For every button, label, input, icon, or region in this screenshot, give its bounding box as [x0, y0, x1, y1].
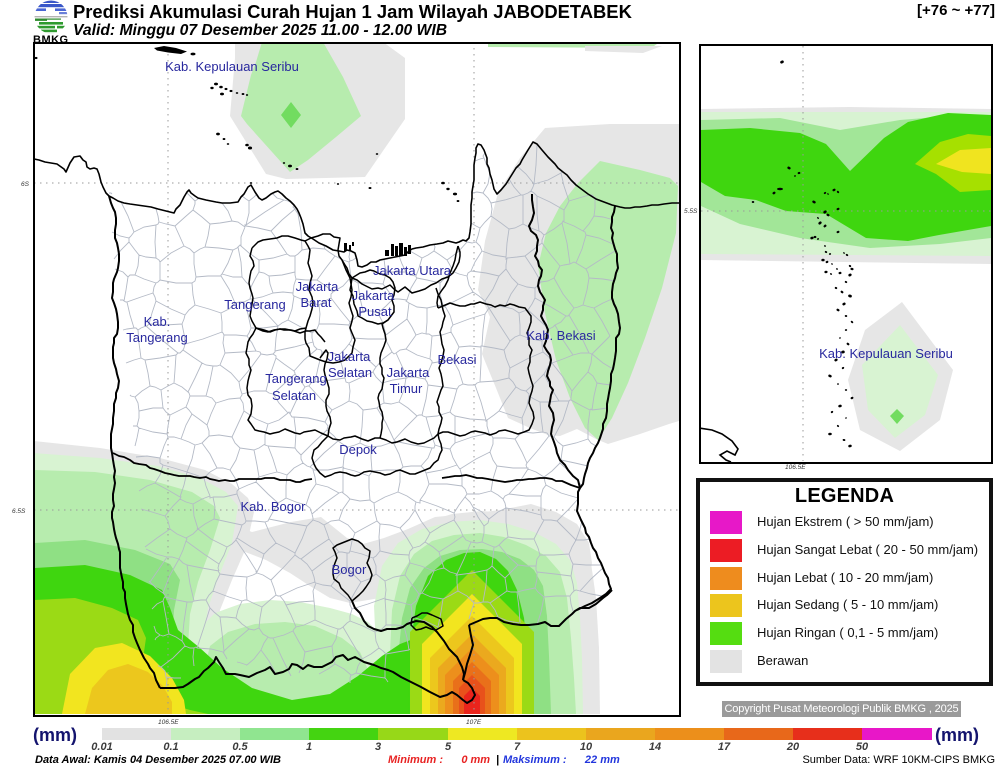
svg-text:Jakarta: Jakarta [295, 279, 338, 294]
svg-text:Jakarta: Jakarta [327, 349, 370, 364]
svg-text:Barat: Barat [300, 295, 331, 310]
svg-text:Selatan: Selatan [271, 388, 315, 403]
svg-text:Depok: Depok [339, 442, 377, 457]
svg-text:Jakarta: Jakarta [351, 288, 394, 303]
svg-text:Bogor: Bogor [331, 562, 366, 577]
svg-text:Timur: Timur [389, 381, 422, 396]
svg-text:Jakarta Utara: Jakarta Utara [372, 263, 451, 278]
svg-text:Selatan: Selatan [327, 365, 371, 380]
svg-text:Kab. Bogor: Kab. Bogor [240, 499, 306, 514]
svg-text:Tangerang: Tangerang [224, 297, 285, 312]
svg-text:Kab. Kepulauan Seribu: Kab. Kepulauan Seribu [165, 59, 299, 74]
svg-text:Kab. Kepulauan Seribu: Kab. Kepulauan Seribu [819, 346, 953, 361]
svg-text:Kab. Bekasi: Kab. Bekasi [526, 328, 595, 343]
svg-text:Jakarta: Jakarta [386, 365, 429, 380]
svg-text:Bekasi: Bekasi [437, 352, 476, 367]
svg-text:Tangerang: Tangerang [265, 371, 326, 386]
svg-text:Tangerang: Tangerang [126, 330, 187, 345]
svg-text:Kab.: Kab. [143, 314, 170, 329]
svg-text:Pusat: Pusat [358, 304, 392, 319]
